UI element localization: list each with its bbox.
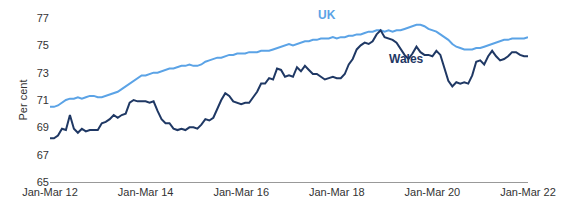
svg-text:Jan-Mar 20: Jan-Mar 20: [405, 186, 461, 198]
svg-text:UK: UK: [318, 8, 336, 22]
svg-text:65: 65: [37, 176, 49, 188]
svg-text:Jan-Mar 18: Jan-Mar 18: [309, 186, 365, 198]
svg-text:71: 71: [37, 94, 49, 106]
svg-text:75: 75: [37, 39, 49, 51]
svg-text:Jan-Mar 22: Jan-Mar 22: [500, 186, 556, 198]
svg-text:Per cent: Per cent: [17, 80, 29, 121]
svg-text:Jan-Mar 14: Jan-Mar 14: [118, 186, 174, 198]
svg-text:73: 73: [37, 67, 49, 79]
svg-text:Jan-Mar 12: Jan-Mar 12: [22, 186, 78, 198]
svg-text:77: 77: [37, 12, 49, 24]
svg-text:Jan-Mar 16: Jan-Mar 16: [213, 186, 269, 198]
svg-text:Wales: Wales: [389, 52, 424, 66]
svg-text:67: 67: [37, 149, 49, 161]
svg-text:69: 69: [37, 121, 49, 133]
